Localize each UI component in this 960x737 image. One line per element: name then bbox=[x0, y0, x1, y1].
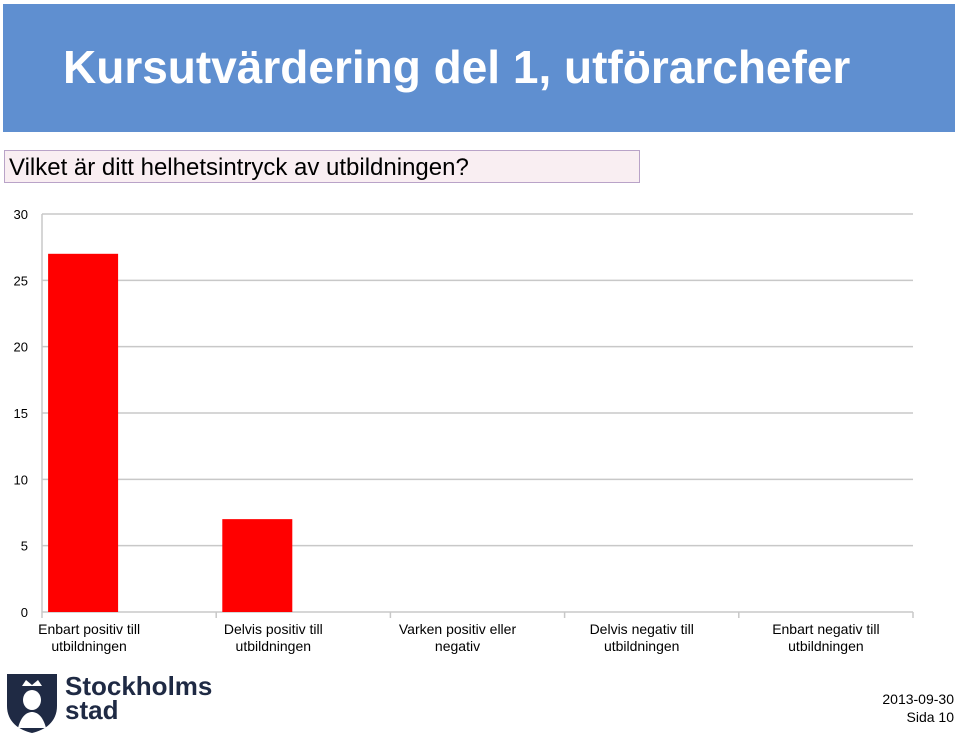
stockholm-crest-icon bbox=[7, 674, 57, 733]
y-tick-label: 0 bbox=[21, 605, 28, 620]
footer-page: Sida 10 bbox=[906, 709, 954, 725]
x-category-label: Varken positiv eller negativ bbox=[399, 621, 517, 654]
slide-title: Kursutvärdering del 1, utförarchefer bbox=[63, 41, 851, 93]
x-category-label: Delvis negativ till utbildningen bbox=[590, 621, 694, 654]
y-tick-label: 30 bbox=[14, 207, 28, 222]
footer-date: 2013-09-30 bbox=[882, 691, 954, 707]
y-tick-label: 20 bbox=[14, 340, 28, 355]
x-category-label: Enbart negativ till utbildningen bbox=[772, 621, 879, 654]
title-band: Kursutvärdering del 1, utförarchefer bbox=[3, 4, 955, 132]
logo-wordmark: Stockholms stad bbox=[65, 671, 213, 725]
logo-line-1: Stockholms bbox=[65, 671, 213, 701]
x-category-label: Delvis positiv till utbildningen bbox=[224, 621, 323, 654]
y-tick-label: 15 bbox=[14, 406, 28, 421]
bar bbox=[48, 253, 119, 613]
bar-chart: 0 5 10 15 20 25 30 Enbart positiv till utbildnin… bbox=[14, 207, 914, 654]
bar bbox=[222, 519, 293, 612]
stockholm-logo: Stockholms stad bbox=[5, 672, 212, 736]
logo-line-2: stad bbox=[65, 695, 119, 725]
y-tick-label: 5 bbox=[21, 539, 28, 554]
footer: 2013-09-30 Sida 10 bbox=[882, 690, 954, 726]
y-tick-label: 25 bbox=[14, 273, 28, 288]
question-text: Vilket är ditt helhetsintryck av utbildn… bbox=[4, 150, 640, 183]
y-tick-label: 10 bbox=[14, 472, 28, 487]
x-category-label: Enbart positiv till utbildningen bbox=[38, 621, 140, 654]
